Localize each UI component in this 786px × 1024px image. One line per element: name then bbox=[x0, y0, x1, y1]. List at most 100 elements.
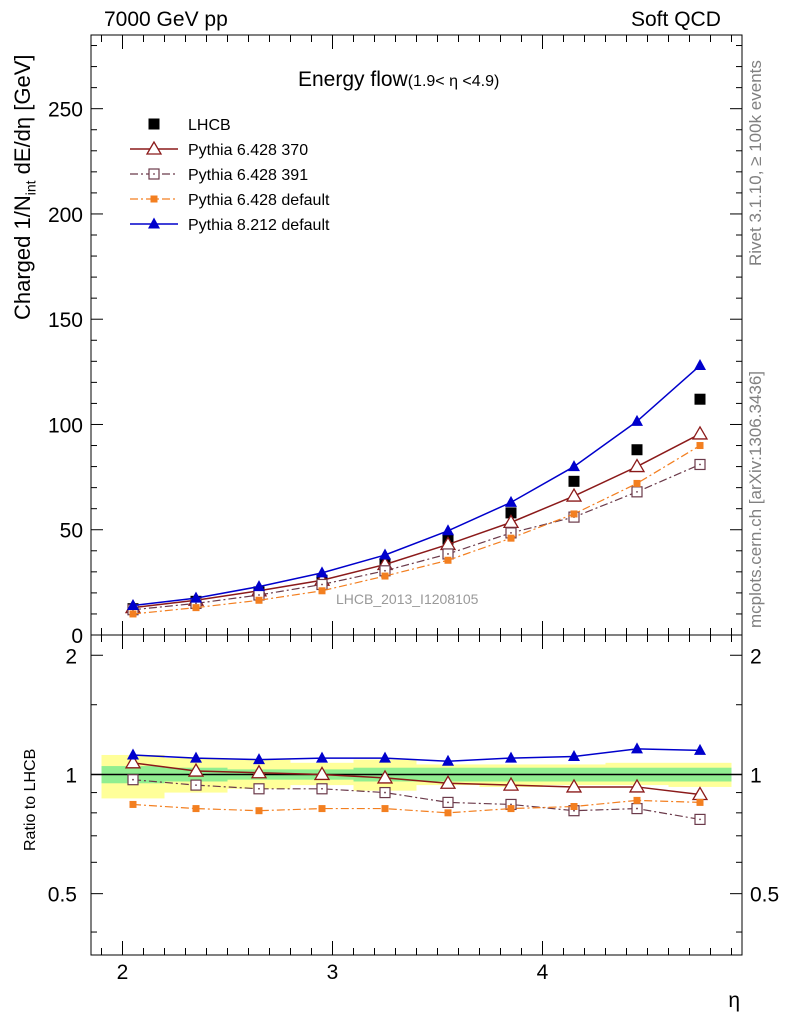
ratio-point-p6_default bbox=[129, 800, 137, 808]
ratio-point-p6_default bbox=[381, 805, 389, 813]
legend-label-p8_default: Pythia 8.212 default bbox=[188, 217, 330, 234]
data-point-data bbox=[631, 444, 643, 456]
data-point-p8_default bbox=[694, 359, 706, 371]
legend-marker-data bbox=[148, 118, 160, 130]
data-point-p8_default bbox=[190, 591, 202, 603]
data-point-p6_default bbox=[507, 534, 515, 542]
ratio-point-p6_370 bbox=[124, 754, 142, 769]
data-point-p6_391-dot bbox=[636, 490, 638, 493]
data-point-p8_default bbox=[316, 566, 328, 578]
ratio-point-p8_default bbox=[631, 742, 643, 754]
ratio-point-p8_default bbox=[379, 751, 391, 763]
ratio-point-p6_370 bbox=[376, 769, 394, 784]
ratio-point-p6_default bbox=[255, 807, 263, 815]
data-point-p6_370 bbox=[565, 487, 583, 502]
ratio-point-p6_391-dot bbox=[258, 787, 260, 790]
data-point-p6_391-dot bbox=[447, 553, 449, 555]
main-y-tick-label: 50 bbox=[60, 520, 83, 543]
series-line-p6_391 bbox=[132, 463, 701, 611]
data-point-p6_391-dot bbox=[195, 602, 197, 605]
data-point-p6_default bbox=[696, 442, 704, 450]
data-point-p8_default bbox=[631, 414, 643, 426]
ratio-point-p8_default bbox=[127, 748, 139, 760]
ratio-point-p6_default bbox=[192, 805, 200, 813]
chart-title-main: Energy flow bbox=[298, 68, 409, 91]
ratio-point-p6_370 bbox=[502, 776, 520, 791]
x-tick-label: 2 bbox=[117, 961, 129, 984]
data-point-p8_default bbox=[379, 548, 391, 560]
data-point-p6_370 bbox=[691, 425, 709, 440]
data-point-p6_391-dot bbox=[699, 463, 701, 466]
data-point-p8_default bbox=[568, 460, 580, 472]
ratio-point-p8_default bbox=[253, 753, 265, 765]
legend-marker-p6_default bbox=[150, 195, 158, 203]
data-point-p6_default bbox=[570, 510, 578, 518]
ratio-point-p6_default bbox=[318, 805, 326, 813]
ratio-point-p6_default bbox=[507, 805, 515, 813]
ratio-point-p8_default bbox=[190, 751, 202, 763]
ratio-y-tick-label-left: 2 bbox=[65, 645, 77, 668]
ratio-y-tick-label-left: 0.5 bbox=[48, 884, 77, 907]
legend-marker-p6_391-dot bbox=[153, 173, 155, 175]
data-point-p6_default bbox=[633, 479, 641, 487]
ratio-y-tick-label-left: 1 bbox=[65, 764, 77, 787]
ratio-y-tick-label-right: 2 bbox=[750, 645, 762, 668]
data-point-p6_391-dot bbox=[321, 583, 323, 586]
main-y-tick-label: 250 bbox=[48, 99, 83, 122]
header-left-label: 7000 GeV pp bbox=[104, 8, 228, 31]
ratio-point-p6_default bbox=[696, 798, 704, 806]
legend-marker-p8_default bbox=[148, 217, 160, 229]
chart-title-range: (1.9< η <4.9) bbox=[408, 73, 500, 90]
ratio-point-p8_default bbox=[442, 754, 454, 766]
header-right-label: Soft QCD bbox=[631, 8, 721, 31]
series-line-p8_default bbox=[132, 364, 701, 607]
ratio-point-p8_default bbox=[316, 751, 328, 763]
ratio-point-p8_default bbox=[568, 750, 580, 762]
data-point-p6_default bbox=[318, 587, 326, 595]
data-point-data bbox=[694, 393, 706, 405]
data-point-p6_default bbox=[444, 556, 452, 564]
x-tick-label: 3 bbox=[327, 961, 339, 984]
analysis-watermark: LHCB_2013_I1208105 bbox=[336, 591, 479, 607]
data-point-p6_default bbox=[192, 604, 200, 612]
data-point-p8_default bbox=[253, 580, 265, 592]
ratio-line-p6_370 bbox=[132, 762, 701, 796]
ratio-point-p6_370 bbox=[313, 766, 331, 781]
data-point-p6_default bbox=[129, 610, 137, 618]
ratio-line-p8_default bbox=[132, 748, 701, 762]
ratio-point-p6_391-dot bbox=[573, 809, 575, 812]
ratio-y-tick-label-right: 1 bbox=[750, 764, 762, 787]
ratio-point-p6_370 bbox=[628, 778, 646, 793]
data-point-p8_default bbox=[505, 495, 517, 507]
legend-label-p6_370: Pythia 6.428 370 bbox=[188, 142, 308, 159]
x-tick-label: 4 bbox=[537, 961, 549, 984]
legend-label-p6_default: Pythia 6.428 default bbox=[188, 192, 330, 209]
data-point-p6_default bbox=[381, 572, 389, 580]
data-point-p6_391-dot bbox=[510, 531, 512, 534]
ratio-plot-frame bbox=[90, 634, 743, 956]
ratio-point-p6_default bbox=[570, 803, 578, 811]
ratio-point-p6_391-dot bbox=[699, 818, 701, 821]
data-point-p8_default bbox=[127, 599, 139, 611]
data-point-p6_370 bbox=[628, 458, 646, 473]
main-y-tick-label: 200 bbox=[48, 204, 83, 227]
data-point-data bbox=[505, 507, 517, 519]
ratio-line-p6_default bbox=[132, 799, 701, 814]
legend-label-p6_391: Pythia 6.428 391 bbox=[188, 167, 308, 184]
data-point-p6_default bbox=[255, 596, 263, 604]
legend-marker-p6_370 bbox=[145, 140, 163, 155]
ratio-point-p6_391-dot bbox=[195, 784, 197, 786]
chart-title: Energy flow(1.9< η <4.9) bbox=[298, 68, 499, 91]
ratio-point-p6_370 bbox=[250, 764, 268, 779]
main-y-tick-label: 150 bbox=[48, 309, 83, 332]
ratio-point-p6_391-dot bbox=[321, 787, 323, 790]
ratio-point-p6_370 bbox=[565, 778, 583, 793]
ratio-point-p8_default bbox=[505, 751, 517, 763]
ratio-point-p6_391-dot bbox=[447, 801, 449, 804]
data-point-p8_default bbox=[442, 524, 454, 536]
ratio-point-p6_370 bbox=[187, 762, 205, 777]
ratio-point-p6_391-dot bbox=[510, 803, 512, 806]
data-point-p6_391-dot bbox=[258, 594, 260, 596]
data-point-p6_391-dot bbox=[384, 569, 386, 572]
